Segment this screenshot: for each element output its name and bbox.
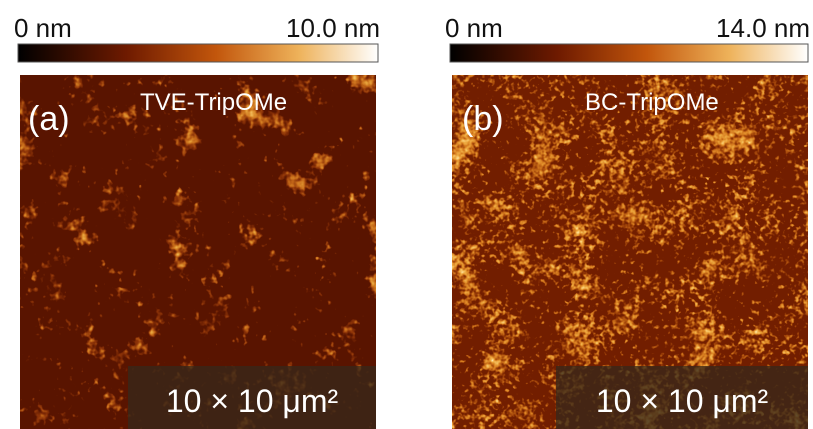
panel-label: (a) — [28, 100, 70, 138]
panel-a: 0 nm 10.0 nm (a) TVE-TripOMe 10 × 10 μm² — [14, 13, 380, 429]
colorbar-max: 14.0 nm — [716, 13, 810, 43]
sample-name: BC-TripOMe — [585, 89, 719, 116]
colorbar-max: 10.0 nm — [286, 13, 380, 43]
page: {"panels": [ {"colorbar": {"min_label": … — [0, 0, 813, 429]
sample-name: TVE-TripOMe — [140, 89, 287, 116]
colorbar-min: 0 nm — [445, 13, 503, 43]
scale-label: 10 × 10 μm² — [166, 383, 339, 419]
panel-label: (b) — [462, 100, 504, 138]
colorbar — [18, 44, 378, 62]
colorbar — [450, 44, 808, 62]
colorbar-min: 0 nm — [14, 13, 72, 43]
figure: 0 nm 10.0 nm (a) TVE-TripOMe 10 × 10 μm²… — [0, 0, 813, 429]
scale-label: 10 × 10 μm² — [596, 383, 769, 419]
panel-b: 0 nm 14.0 nm (b) BC-TripOMe 10 × 10 μm² — [445, 13, 810, 429]
